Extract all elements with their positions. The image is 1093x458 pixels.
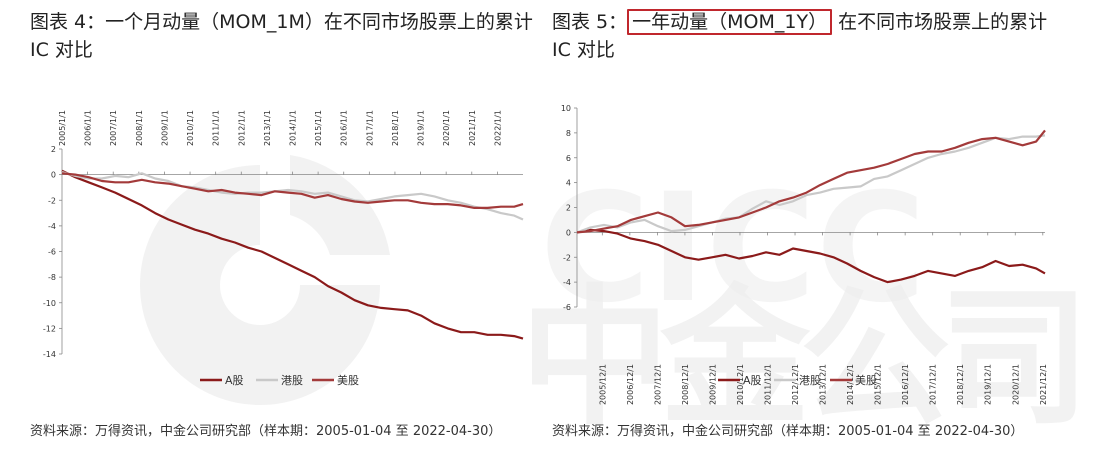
fig4-x-tick-label: 2012/1/1 [237, 110, 246, 146]
fig5-series-line-hk [576, 134, 1046, 234]
fig4-legend-label-hk: 港股 [281, 374, 303, 387]
fig5-y-tick-label: 10 [561, 104, 571, 113]
fig4-x-tick-label: 2020/1/1 [442, 110, 451, 146]
fig5-series-line-us [576, 129, 1046, 234]
fig4-y-tick-label: -12 [43, 324, 56, 333]
fig5-x-tick-label: 2009/12/1 [708, 364, 717, 405]
fig4-x-tick-label: 2022/1/1 [493, 110, 502, 146]
fig5-x-tick-label: 2010/12/1 [736, 364, 745, 405]
figure-5-chart: 10 8 6 4 2 0 -2 -4 -6 2005/12/1 2006/12/1 2007/12/1… [561, 104, 1048, 405]
fig4-x-tick-label: 2016/1/1 [340, 110, 349, 146]
figure-4-title-prefix: 图表 4： [30, 11, 106, 33]
fig4-series-line-us [61, 172, 524, 209]
figure-4-title: 图表 4：一个月动量（MOM_1M）在不同市场股票上的累计 IC 对比 [30, 8, 540, 64]
fig4-y-tick-label: -14 [43, 350, 56, 359]
fig5-x-tick-label: 2012/12/1 [791, 364, 800, 405]
fig4-x-tick-label: 2009/1/1 [160, 110, 169, 146]
fig4-x-tick-label: 2019/1/1 [417, 110, 426, 146]
figure-4-panel: 图表 4：一个月动量（MOM_1M）在不同市场股票上的累计 IC 对比 2 0 -2… [0, 0, 546, 458]
fig5-x-tick-label: 2015/12/1 [874, 364, 883, 405]
fig5-legend-label-hk: 港股 [799, 374, 821, 387]
fig4-series-line-hk [61, 171, 524, 221]
fig5-x-tick-label: 2007/12/1 [653, 364, 662, 405]
fig5-x-tick-label: 2005/12/1 [598, 364, 607, 405]
figure-4-title-rest: 一个月动量（MOM_1M）在不同市场股票上的累计 IC 对比 [30, 11, 533, 61]
fig5-x-tick-label: 2013/12/1 [819, 364, 828, 405]
figure-5-title: 图表 5： 一年动量（MOM_1Y） 在不同市场股票上的累计 IC 对比 [552, 8, 1062, 64]
fig5-x-tick-label: 2006/12/1 [626, 364, 635, 405]
fig4-y-tick-label: -10 [43, 299, 56, 308]
fig5-x-tick-label: 2021/12/1 [1039, 364, 1048, 405]
fig4-y-tick-label: -6 [48, 248, 56, 257]
fig5-x-tick-label: 2014/12/1 [846, 364, 855, 405]
fig5-series-line-a-share [576, 228, 1046, 284]
figure-5-title-highlight: 一年动量（MOM_1Y） [627, 9, 833, 35]
fig5-y-tick-label: 0 [566, 228, 571, 237]
fig4-x-tick-label: 2013/1/1 [263, 110, 272, 146]
fig4-x-tick-label: 2021/1/1 [468, 110, 477, 146]
fig4-x-tick-label: 2011/1/1 [212, 110, 221, 146]
fig5-x-tick-label: 2020/12/1 [1011, 364, 1020, 405]
fig5-y-tick-label: 4 [566, 179, 571, 188]
fig5-x-tick-label: 2018/12/1 [956, 364, 965, 405]
figure-4-chart: 2 0 -2 -4 -6 -8 -10 -12 -14 2005/1/1 2006/1/1 2007/… [43, 110, 524, 387]
fig4-x-tick-label: 2018/1/1 [391, 110, 400, 146]
fig5-x-tick-label: 2008/12/1 [681, 364, 690, 405]
fig5-legend-label-us: 美股 [855, 374, 877, 387]
fig4-x-tick-label: 2014/1/1 [289, 110, 298, 146]
fig5-y-tick-label: 8 [566, 129, 571, 138]
fig4-y-tick-label: -2 [48, 196, 56, 205]
fig4-x-tick-label: 2006/1/1 [84, 110, 93, 146]
fig4-series-line-a-share [61, 169, 524, 340]
figure-5-source: 资料来源：万得资讯，中金公司研究部（样本期：2005-01-04 至 2022-… [552, 424, 1024, 439]
fig4-x-tick-label: 2005/1/1 [58, 110, 67, 146]
fig4-y-tick-label: 2 [51, 145, 56, 154]
fig4-y-tick-label: -8 [48, 273, 56, 282]
figure-5-title-rest: 在不同市场股票上的累计 IC 对比 [552, 11, 1048, 61]
fig4-x-tick-label: 2017/1/1 [365, 110, 374, 146]
fig5-y-tick-label: 2 [566, 204, 571, 213]
figure-4-source: 资料来源：万得资讯，中金公司研究部（样本期：2005-01-04 至 2022-… [30, 424, 502, 439]
fig5-x-tick-label: 2017/12/1 [929, 364, 938, 405]
fig4-x-tick-label: 2008/1/1 [135, 110, 144, 146]
fig4-y-tick-label: -4 [48, 222, 56, 231]
fig5-y-tick-label: -2 [563, 253, 571, 262]
fig5-x-tick-label: 2016/12/1 [901, 364, 910, 405]
figure-5-title-prefix: 图表 5： [552, 11, 628, 33]
fig5-y-tick-label: -6 [563, 303, 571, 312]
fig4-x-tick-label: 2015/1/1 [314, 110, 323, 146]
fig5-y-tick-label: -4 [563, 278, 571, 287]
figure-5-panel: 图表 5： 一年动量（MOM_1Y） 在不同市场股票上的累计 IC 对比 10 8 6… [546, 0, 1093, 458]
fig5-y-tick-label: 6 [566, 154, 571, 163]
fig4-legend-label-us: 美股 [337, 374, 359, 387]
fig5-legend-label-a-share: A股 [743, 374, 762, 387]
fig4-legend-label-a-share: A股 [225, 374, 244, 387]
fig4-x-tick-label: 2007/1/1 [109, 110, 118, 146]
fig4-y-tick-label: 0 [51, 171, 56, 180]
fig5-x-tick-label: 2019/12/1 [984, 364, 993, 405]
fig4-x-tick-label: 2010/1/1 [186, 110, 195, 146]
fig5-x-tick-label: 2011/12/1 [764, 364, 773, 405]
